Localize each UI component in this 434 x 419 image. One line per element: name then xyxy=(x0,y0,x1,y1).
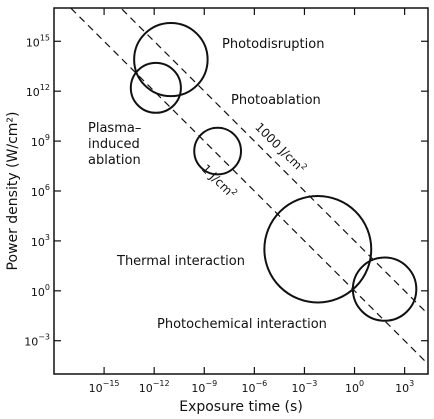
region-photodisruption xyxy=(133,21,209,98)
region-label-photodisruption: Photodisruption xyxy=(222,37,324,52)
fluence-lines xyxy=(69,8,428,365)
x-tick-label: 10−6 xyxy=(241,379,267,395)
x-tick-label: 100 xyxy=(345,379,364,395)
axis-ticks: 10−15 10−12 10−9 10−6 10−3 100 103 1015 1012 109 1… xyxy=(24,8,428,395)
x-tick-label: 10−12 xyxy=(139,379,170,395)
y-tick-label: 106 xyxy=(31,183,50,199)
x-tick-label: 10−15 xyxy=(89,379,120,395)
y-tick-label: 103 xyxy=(31,233,50,249)
x-axis-label: Exposure time (s) xyxy=(179,399,303,415)
x-tick-label: 10−3 xyxy=(292,379,318,395)
region-photochemical-interaction xyxy=(351,256,418,322)
y-tick-label: 1012 xyxy=(26,83,50,99)
y-tick-label: 10−3 xyxy=(24,333,50,349)
region-plasma-induced-ablation xyxy=(193,126,242,176)
x-tick-label: 10−9 xyxy=(191,379,217,395)
x-tick-label: 103 xyxy=(395,379,414,395)
y-tick-label: 100 xyxy=(31,283,50,299)
region-label-photochemical-interaction: Photochemical interaction xyxy=(157,317,327,332)
y-tick-label: 109 xyxy=(31,133,50,149)
region-thermal-interaction xyxy=(263,194,373,304)
region-label-thermal-interaction: Thermal interaction xyxy=(116,254,245,269)
fluence-line-1 xyxy=(69,8,428,365)
y-axis-label: Power density (W/cm²) xyxy=(5,112,21,271)
region-label-plasma-induced-ablation: Plasma– induced ablation xyxy=(88,121,141,168)
region-label-photoablation: Photoablation xyxy=(231,93,321,108)
y-tick-label: 1015 xyxy=(26,33,50,49)
region-photoablation xyxy=(129,61,182,114)
